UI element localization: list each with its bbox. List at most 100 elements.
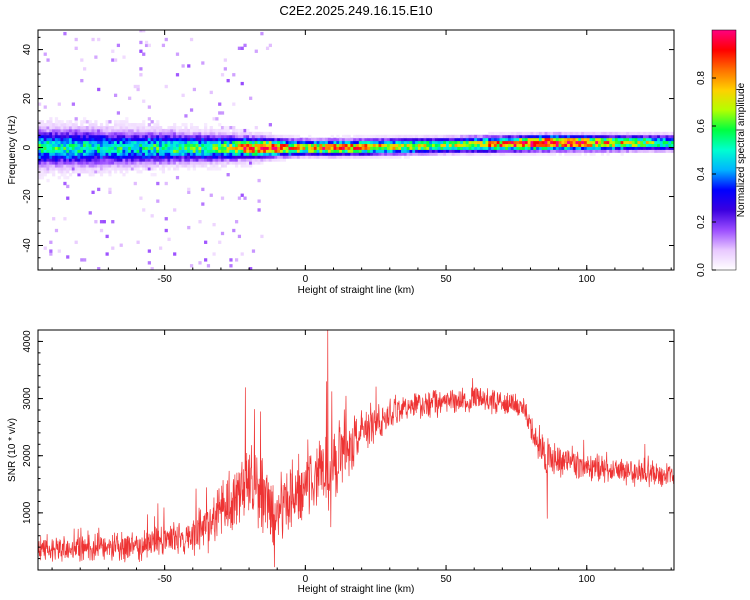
heatmap-cell: [206, 128, 211, 133]
heatmap-cell: [364, 155, 368, 159]
heatmap-cell: [164, 128, 168, 133]
heatmap-cell: [378, 137, 382, 142]
heatmap-cell: [282, 155, 287, 159]
heatmap-cell: [251, 137, 256, 142]
heatmap-cell: [572, 143, 576, 147]
heatmap-cell: [671, 137, 674, 142]
heatmap-cell: [505, 146, 509, 150]
heatmap-cell: [519, 143, 523, 147]
heatmap-cell: [178, 146, 182, 150]
heatmap-cell: [125, 152, 129, 156]
heatmap-cell: [415, 137, 419, 142]
heatmap-cell: [507, 143, 512, 147]
heatmap-cell: [97, 137, 101, 142]
heatmap-cell: [412, 134, 416, 139]
heatmap-cell: [170, 158, 174, 162]
heatmap-cell: [105, 170, 109, 174]
heatmap-cell: [659, 146, 664, 150]
heatmap-cell: [125, 149, 129, 153]
heatmap-cell: [662, 143, 666, 147]
heatmap-cell: [265, 143, 270, 147]
heatmap-cell: [119, 149, 123, 153]
heatmap-cell: [52, 149, 56, 153]
colorbar-tick-label: 0.0: [696, 263, 707, 277]
heatmap-cell: [612, 131, 616, 136]
heatmap-cell: [555, 143, 560, 147]
heatmap-cell: [71, 155, 75, 159]
heatmap-cell: [128, 137, 132, 142]
heatmap-cell: [46, 146, 50, 150]
heatmap-cell: [299, 149, 303, 153]
heatmap-cell: [40, 128, 45, 133]
heatmap-cell: [510, 146, 514, 150]
heatmap-cell: [229, 152, 233, 156]
snr-x-label: Height of straight line (km): [298, 584, 415, 595]
heatmap-cell: [232, 128, 236, 133]
heatmap-cell: [572, 137, 576, 142]
heatmap-cell: [220, 131, 225, 136]
colorbar: 0.00.20.40.60.8 Normalized spectral ampl…: [696, 29, 747, 277]
heatmap-cell: [144, 131, 149, 136]
heatmap-cell: [136, 87, 140, 92]
heatmap-cell: [285, 155, 289, 159]
heatmap-cell: [136, 167, 140, 171]
heatmap-cell: [645, 143, 650, 147]
heatmap-cell: [581, 149, 585, 153]
heatmap-cell: [60, 170, 64, 174]
heatmap-cell: [280, 143, 284, 147]
heatmap-cell: [471, 152, 475, 156]
heatmap-cell: [88, 161, 92, 165]
heatmap-cell: [192, 152, 196, 156]
heatmap-cell: [80, 137, 84, 142]
heatmap-cell: [60, 137, 64, 142]
heatmap-cell: [206, 167, 211, 171]
heatmap-cell: [237, 128, 242, 133]
heatmap-cell: [538, 131, 543, 136]
heatmap-cell: [212, 146, 216, 150]
heatmap-cell: [240, 146, 244, 150]
heatmap-cell: [206, 146, 211, 150]
heatmap-cell: [496, 137, 500, 142]
heatmap-cell: [274, 158, 278, 162]
heatmap-cell: [364, 152, 368, 156]
heatmap-cell: [254, 143, 258, 147]
heatmap-cell: [294, 140, 298, 145]
heatmap-cell: [659, 149, 664, 153]
heatmap-cell: [274, 134, 278, 139]
heatmap-cell: [97, 134, 101, 139]
heatmap-cell: [85, 126, 90, 130]
heatmap-cell: [600, 149, 605, 153]
heatmap-cell: [296, 140, 301, 145]
heatmap-cell: [136, 137, 140, 142]
heatmap-cell: [119, 158, 123, 162]
heatmap-cell: [159, 134, 163, 139]
heatmap-cell: [423, 146, 427, 150]
heatmap-cell: [198, 158, 202, 162]
heatmap-cell: [291, 137, 295, 142]
heatmap-cell: [254, 152, 258, 156]
heatmap-cell: [285, 146, 289, 150]
heatmap-cell: [254, 149, 258, 153]
heatmap-cell: [277, 155, 281, 159]
heatmap-cell: [195, 149, 199, 153]
heatmap-cell: [280, 140, 284, 145]
heatmap-cell: [496, 146, 500, 150]
heatmap-cell: [389, 149, 393, 153]
heatmap-cell: [527, 134, 531, 139]
heatmap-cell: [507, 140, 512, 145]
heatmap-cell: [429, 152, 433, 156]
heatmap-cell: [156, 161, 160, 165]
heatmap-cell: [313, 140, 317, 145]
heatmap-cell: [429, 134, 433, 139]
heatmap-cell: [57, 137, 61, 142]
heatmap-cell: [671, 149, 674, 153]
heatmap-cell: [144, 143, 149, 147]
heatmap-cell: [437, 134, 441, 139]
heatmap-cell: [378, 140, 382, 145]
heatmap-cell: [187, 149, 191, 153]
heatmap-cell: [122, 137, 126, 142]
heatmap-cell: [232, 73, 236, 77]
heatmap-cell: [277, 134, 281, 139]
heatmap-cell: [122, 131, 126, 136]
heatmap-cell: [66, 140, 70, 145]
